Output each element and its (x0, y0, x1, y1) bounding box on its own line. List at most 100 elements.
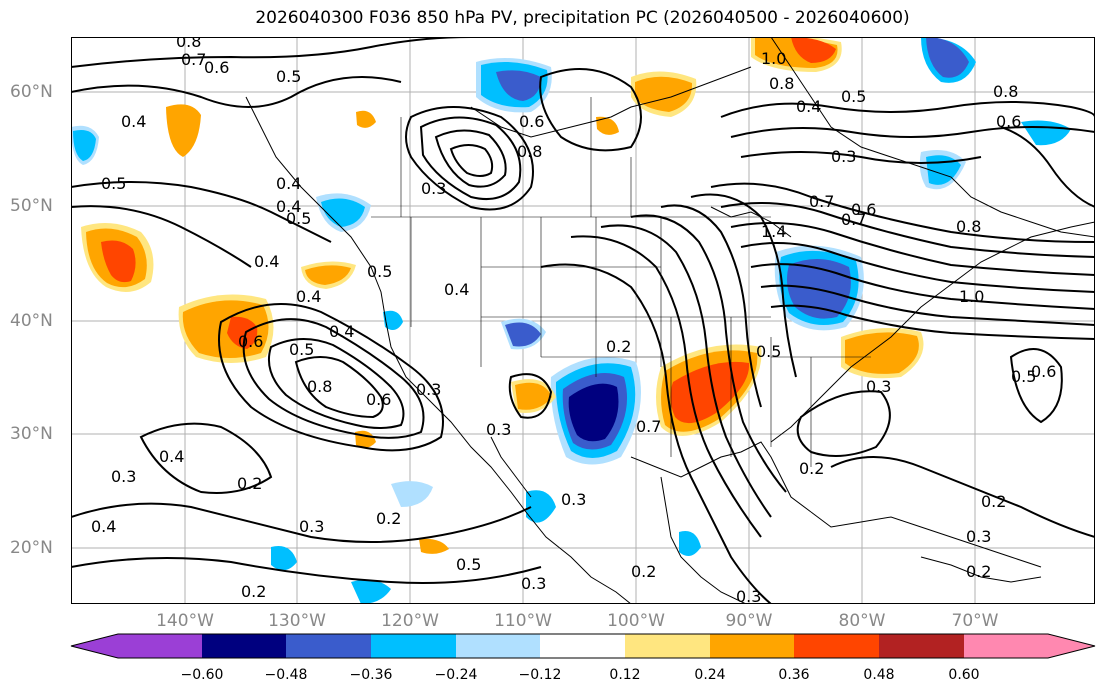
contour-label: 0.8 (517, 142, 542, 161)
contour-label: 0.2 (241, 582, 266, 601)
map-panel: 0.8 0.7 0.6 0.5 0.4 0.5 0.4 0.3 0.6 0.8 … (71, 37, 1095, 604)
contour-label: 1.4 (761, 222, 786, 241)
contour-label: 0.6 (1031, 362, 1056, 381)
contour-label: 0.8 (993, 82, 1018, 101)
contour-label: 0.3 (736, 587, 761, 604)
contour-label: 0.6 (204, 58, 229, 77)
contour-label: 0.4 (91, 517, 116, 536)
contour-label: 0.6 (238, 332, 263, 351)
colorbar-tick: −0.24 (434, 667, 478, 683)
precip-shading (71, 37, 1071, 604)
lon-label-110w: 110°W (494, 611, 552, 631)
colorbar-segment (371, 634, 456, 658)
colorbar-extend-high (1048, 634, 1095, 658)
contour-label: 0.5 (367, 262, 392, 281)
lon-label-140w: 140°W (156, 611, 214, 631)
colorbar-extend-low (71, 634, 118, 658)
contour-label: 0.3 (299, 517, 324, 536)
colorbar-tick: 0.60 (948, 667, 980, 683)
lat-label-40n: 40°N (10, 311, 53, 331)
colorbar-tick: −0.48 (264, 667, 308, 683)
colorbar-tick: 0.12 (609, 667, 641, 683)
contour-label: 0.4 (159, 447, 184, 466)
pv-contours (71, 37, 1095, 604)
colorbar-tick: 0.36 (778, 667, 810, 683)
lon-label-70w: 70°W (951, 611, 999, 631)
colorbar-segment (625, 634, 710, 658)
contour-label: 0.4 (296, 287, 321, 306)
contour-label: 0.6 (851, 200, 876, 219)
colorbar (70, 633, 1096, 659)
contour-label: 0.3 (421, 179, 446, 198)
contour-label: 0.6 (366, 390, 391, 409)
colorbar-segment (202, 634, 286, 658)
lon-label-80w: 80°W (838, 611, 886, 631)
lat-label-30n: 30°N (10, 424, 53, 444)
colorbar-tick: −0.36 (349, 667, 393, 683)
contour-label: 0.4 (121, 112, 146, 131)
contour-label: 0.2 (631, 562, 656, 581)
contour-label: 0.8 (307, 377, 332, 396)
colorbar-tick: −0.12 (518, 667, 562, 683)
colorbar-segment (794, 634, 879, 658)
contour-label: 0.3 (831, 147, 856, 166)
contour-label: 0.5 (456, 555, 481, 574)
colorbar-segment (964, 634, 1048, 658)
contour-label: 0.3 (866, 377, 891, 396)
colorbar-segment (286, 634, 371, 658)
contour-label: 0.2 (966, 562, 991, 581)
lon-label-130w: 130°W (268, 611, 326, 631)
contour-label: 0.2 (799, 459, 824, 478)
contour-label: 0.3 (966, 527, 991, 546)
contour-label: 0.5 (276, 67, 301, 86)
contour-label: 0.2 (376, 509, 401, 528)
map-plot: 0.8 0.7 0.6 0.5 0.4 0.5 0.4 0.3 0.6 0.8 … (71, 37, 1095, 604)
colorbar-segment (710, 634, 794, 658)
contour-label: 0.7 (809, 192, 834, 211)
contour-label: 0.8 (769, 74, 794, 93)
state-borders (371, 97, 871, 467)
colorbar-segment (540, 634, 625, 658)
contour-labels: 0.8 0.7 0.6 0.5 0.4 0.5 0.4 0.3 0.6 0.8 … (91, 37, 1056, 604)
contour-label: 0.6 (519, 112, 544, 131)
contour-label: 0.3 (111, 467, 136, 486)
colorbar-tick: −0.60 (180, 667, 224, 683)
contour-label: 0.6 (996, 112, 1021, 131)
colorbar-segment (456, 634, 540, 658)
contour-label: 0.4 (444, 280, 469, 299)
contour-label: 0.7 (636, 417, 661, 436)
colorbar-segment (879, 634, 964, 658)
colorbar-tick: 0.48 (863, 667, 895, 683)
contour-label: 0.2 (981, 492, 1006, 511)
map-title: 2026040300 F036 850 hPa PV, precipitatio… (255, 8, 910, 28)
contour-label: 0.4 (796, 97, 821, 116)
contour-label: 0.7 (181, 50, 206, 69)
contour-label: 0.7 (841, 210, 866, 229)
contour-label: 0.2 (237, 474, 262, 493)
lon-label-90w: 90°W (725, 611, 773, 631)
contour-label: 0.5 (756, 342, 781, 361)
contour-label: 0.4 (329, 322, 354, 341)
contour-label: 0.3 (416, 380, 441, 399)
lon-label-100w: 100°W (607, 611, 665, 631)
contour-label: 0.5 (289, 340, 314, 359)
contour-label: 0.3 (521, 574, 546, 593)
contour-label: 0.5 (286, 209, 311, 228)
map-frame (71, 37, 1095, 604)
lon-label-120w: 120°W (381, 611, 439, 631)
contour-label: 0.5 (101, 174, 126, 193)
contour-label: 0.3 (486, 420, 511, 439)
colorbar-outline (70, 633, 1096, 659)
contour-label: 1.0 (959, 287, 984, 306)
contour-label: 0.4 (276, 197, 301, 216)
coastlines (245, 37, 1095, 604)
contour-label: 0.4 (254, 252, 279, 271)
colorbar-segment (118, 634, 202, 658)
contour-label: 0.3 (561, 490, 586, 509)
contour-label: 0.4 (276, 174, 301, 193)
contour-label: 0.8 (956, 217, 981, 236)
contour-label: 0.8 (176, 37, 201, 51)
lat-label-50n: 50°N (10, 196, 53, 216)
contour-label: 1.0 (761, 49, 786, 68)
colorbar-tick: 0.24 (694, 667, 726, 683)
